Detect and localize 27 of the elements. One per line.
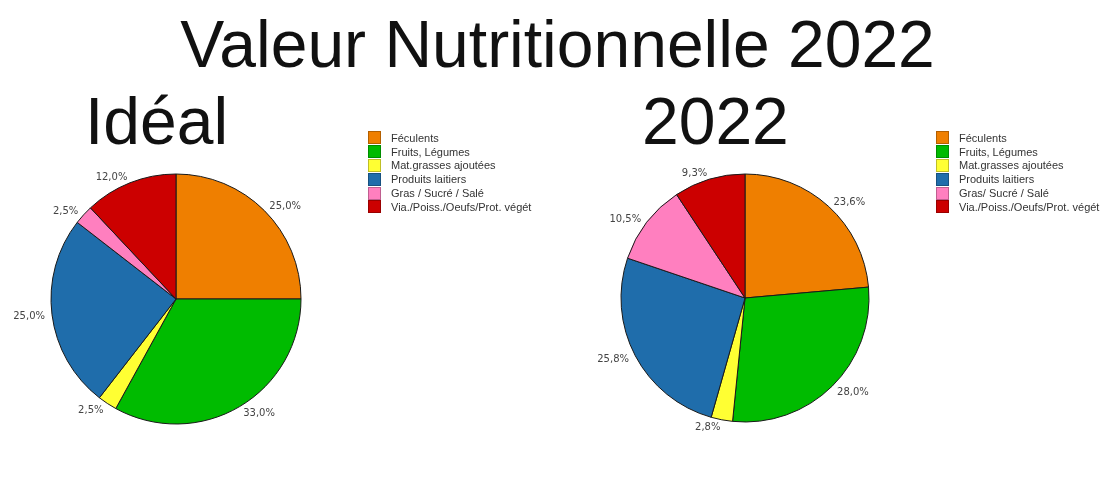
data-label: 2,5% <box>52 204 79 216</box>
legend-label: Fruits, Légumes <box>391 145 470 158</box>
data-label: 2,8% <box>695 421 721 433</box>
legend-label: Produits laitiers <box>391 173 467 186</box>
data-label: 10,5% <box>609 212 642 224</box>
data-label: 28,0% <box>837 385 869 397</box>
data-label: 2,5% <box>78 403 104 415</box>
legend-label: Via./Poiss./Oeufs/Prot. végét <box>391 200 532 213</box>
data-label: 25,0% <box>13 310 46 322</box>
legend-label: Gras / Sucré / Salé <box>391 187 484 200</box>
chart-subtitle: Idéal <box>85 84 229 158</box>
legend-label: Mat.grasses ajoutées <box>959 159 1064 172</box>
data-label: 25,0% <box>269 200 302 212</box>
data-label: 12,0% <box>95 170 128 182</box>
legend-label: Via./Poiss./Oeufs/Prot. végét <box>959 200 1100 213</box>
legend-label: Féculents <box>391 131 439 144</box>
legend-label: Gras/ Sucré / Salé <box>959 187 1049 200</box>
legend-label: Féculents <box>959 131 1007 144</box>
data-label: 33,0% <box>243 407 275 419</box>
legend-label: Mat.grasses ajoutées <box>391 159 496 172</box>
chart-subtitle: 2022 <box>642 84 789 158</box>
data-label: 9,3% <box>681 167 708 179</box>
data-label: 23,6% <box>833 195 866 207</box>
legend-label: Produits laitiers <box>959 173 1035 186</box>
data-label: 25,8% <box>597 353 630 365</box>
chart-title: Valeur Nutritionnelle 2022 <box>179 7 936 81</box>
legend-label: Fruits, Légumes <box>959 145 1038 158</box>
